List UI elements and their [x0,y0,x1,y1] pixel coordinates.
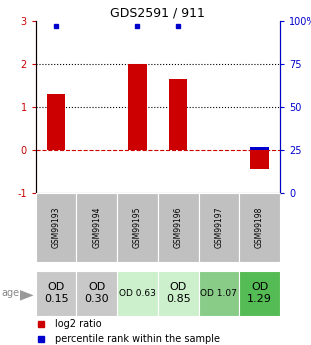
Bar [36,193,77,262]
Text: OD
0.85: OD 0.85 [166,283,191,304]
Text: GSM99195: GSM99195 [133,207,142,248]
Text: GSM99198: GSM99198 [255,207,264,248]
Title: GDS2591 / 911: GDS2591 / 911 [110,7,205,20]
Text: GSM99196: GSM99196 [174,207,183,248]
Bar [36,271,77,316]
Polygon shape [20,290,34,301]
Bar [158,271,198,316]
Text: OD 0.63: OD 0.63 [119,289,156,298]
Bar [77,193,117,262]
Bar [77,271,117,316]
Bar [250,150,269,169]
Bar [169,79,187,150]
Text: percentile rank within the sample: percentile rank within the sample [55,334,220,344]
Bar [158,193,198,262]
Bar [198,193,239,262]
Text: log2 ratio: log2 ratio [55,319,102,329]
Text: age: age [2,288,20,298]
Bar [47,94,65,150]
Bar [239,193,280,262]
Bar [117,271,158,316]
Bar [239,271,280,316]
Bar [198,271,239,316]
Text: OD
0.15: OD 0.15 [44,283,68,304]
Bar [250,147,269,150]
Text: OD
0.30: OD 0.30 [85,283,109,304]
Text: OD
1.29: OD 1.29 [247,283,272,304]
Bar [128,64,147,150]
Text: GSM99194: GSM99194 [92,207,101,248]
Bar [117,193,158,262]
Text: GSM99193: GSM99193 [52,207,61,248]
Text: OD 1.07: OD 1.07 [200,289,237,298]
Text: GSM99197: GSM99197 [214,207,223,248]
